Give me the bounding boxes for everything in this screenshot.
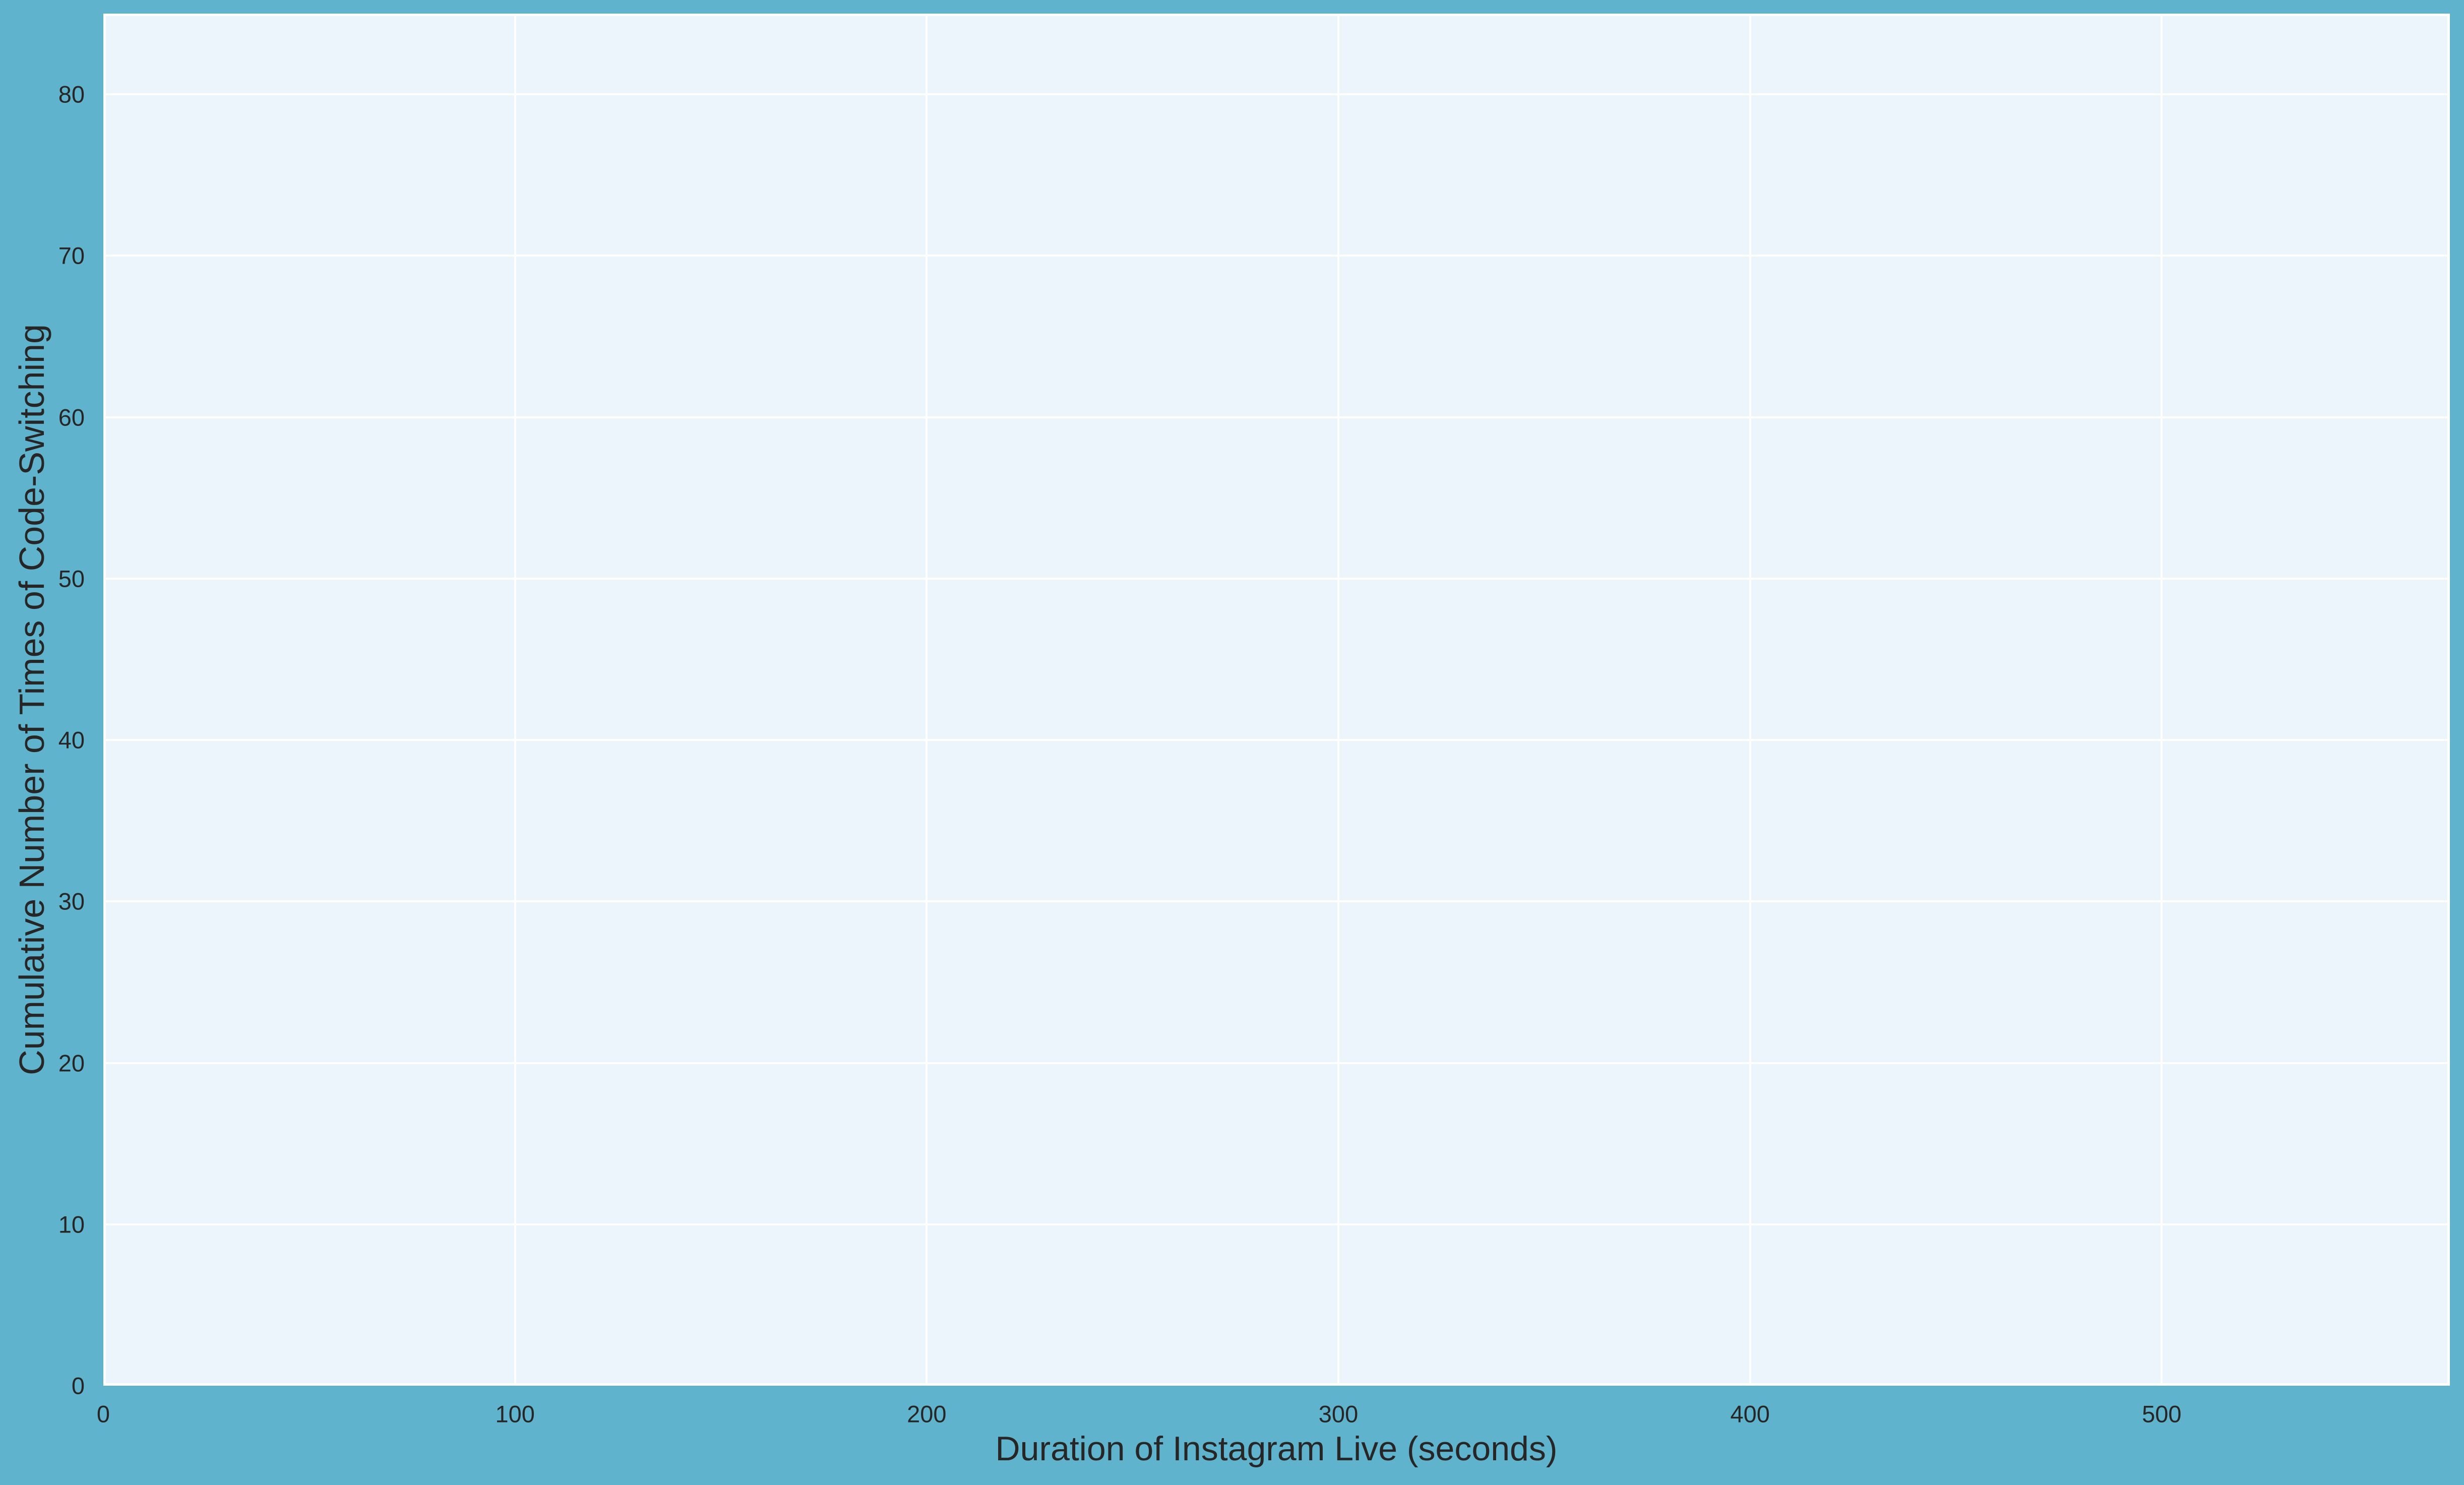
y-gridline bbox=[103, 255, 2450, 257]
y-tick-label: 50 bbox=[58, 565, 85, 592]
x-gridline bbox=[1749, 14, 1751, 1386]
x-gridline bbox=[514, 14, 516, 1386]
y-gridline bbox=[103, 1062, 2450, 1064]
x-tick-label: 300 bbox=[1318, 1400, 1359, 1428]
x-tick-label: 500 bbox=[2142, 1400, 2182, 1428]
y-gridline bbox=[103, 577, 2450, 580]
x-axis-label: Duration of Instagram Live (seconds) bbox=[995, 1430, 1558, 1468]
y-tick-label: 40 bbox=[58, 726, 85, 754]
y-gridline bbox=[103, 93, 2450, 96]
y-tick-label: 0 bbox=[71, 1372, 85, 1399]
x-gridline bbox=[926, 14, 928, 1386]
x-tick-label: 400 bbox=[1730, 1400, 1770, 1428]
y-axis-label: Cumulative Number of Times of Code-Switc… bbox=[12, 324, 51, 1076]
plot-area bbox=[103, 14, 2450, 1386]
y-gridline bbox=[103, 900, 2450, 903]
y-gridline bbox=[103, 1223, 2450, 1225]
x-gridline bbox=[1337, 14, 1339, 1386]
y-tick-label: 60 bbox=[58, 404, 85, 431]
x-tick-label: 100 bbox=[495, 1400, 535, 1428]
x-tick-label: 200 bbox=[907, 1400, 947, 1428]
y-tick-label: 80 bbox=[58, 81, 85, 108]
y-gridline bbox=[103, 416, 2450, 418]
y-tick-label: 70 bbox=[58, 242, 85, 269]
y-gridline bbox=[103, 739, 2450, 741]
y-tick-label: 30 bbox=[58, 888, 85, 915]
y-tick-label: 10 bbox=[58, 1211, 85, 1238]
y-tick-label: 20 bbox=[58, 1049, 85, 1077]
x-tick-label: 0 bbox=[96, 1400, 110, 1428]
x-gridline bbox=[2161, 14, 2163, 1386]
